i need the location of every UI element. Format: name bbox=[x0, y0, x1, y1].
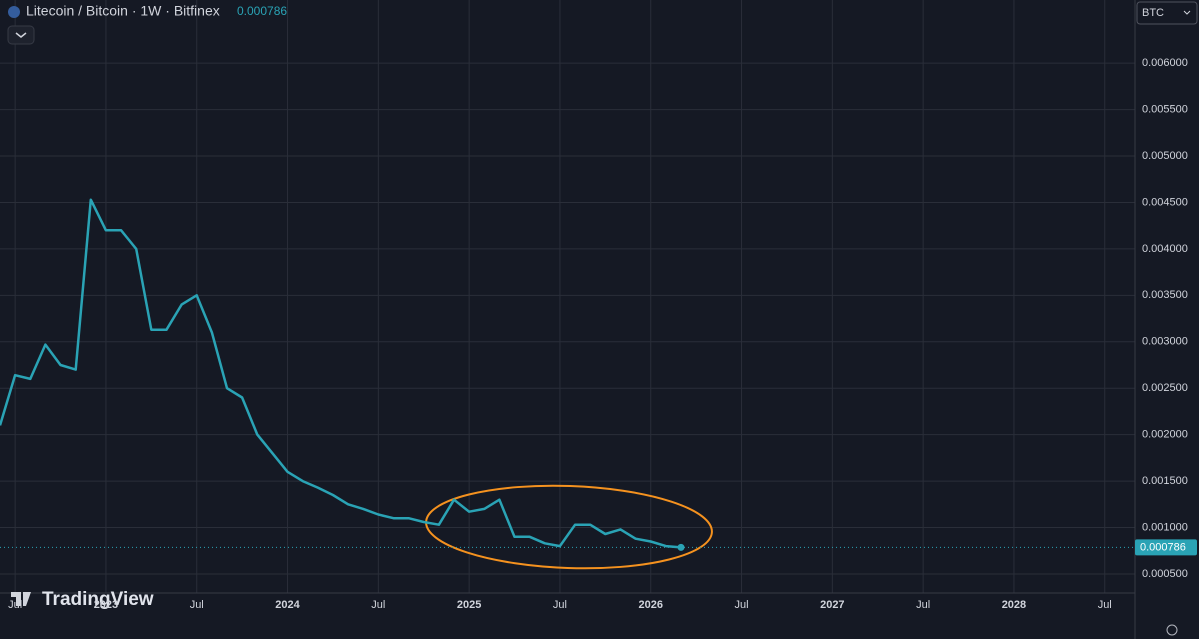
brand-logo bbox=[11, 592, 31, 606]
y-tick-label: 0.005000 bbox=[1142, 150, 1188, 162]
y-tick-label: 0.003000 bbox=[1142, 336, 1188, 348]
y-tick-label: 0.006000 bbox=[1142, 57, 1188, 69]
y-tick-label: 0.002500 bbox=[1142, 382, 1188, 394]
x-tick-label: 2023 bbox=[94, 599, 118, 611]
x-tick-label: 2026 bbox=[638, 599, 662, 611]
currency-select[interactable] bbox=[1136, 1, 1198, 25]
settings-button[interactable] bbox=[1166, 624, 1178, 636]
y-tick-label: 0.002000 bbox=[1142, 429, 1188, 441]
last-price-header: 0.000786 bbox=[237, 4, 287, 18]
chevron bbox=[1183, 10, 1191, 15]
symbol-icon bbox=[8, 6, 20, 18]
y-tick-label: 0.004000 bbox=[1142, 243, 1188, 255]
x-tick-label: Jul bbox=[735, 599, 749, 611]
y-tick-label: 0.004500 bbox=[1142, 196, 1188, 208]
chart-title: Litecoin / Bitcoin · 1W · Bitfinex bbox=[26, 3, 220, 19]
price-line bbox=[0, 198, 682, 549]
collapse-button[interactable] bbox=[7, 25, 35, 45]
x-tick-label: Jul bbox=[553, 599, 567, 611]
x-tick-label: Jul bbox=[8, 599, 22, 611]
y-tick-label: 0.001500 bbox=[1142, 475, 1188, 487]
price-tag bbox=[1135, 539, 1197, 556]
x-tick-label: Jul bbox=[371, 599, 385, 611]
chevron bbox=[15, 32, 27, 38]
x-tick-label: 2028 bbox=[1002, 599, 1026, 611]
x-tick-label: Jul bbox=[916, 599, 930, 611]
x-tick-label: Jul bbox=[1098, 599, 1112, 611]
y-tick-label: 0.005500 bbox=[1142, 103, 1188, 115]
y-tick-label: 0.001000 bbox=[1142, 521, 1188, 533]
y-tick-label: 0.000500 bbox=[1142, 568, 1188, 580]
x-tick-label: Jul bbox=[190, 599, 204, 611]
currency-label: BTC bbox=[1142, 7, 1164, 19]
grid bbox=[0, 0, 1135, 593]
x-tick-label: 2025 bbox=[457, 599, 481, 611]
x-tick-label: 2027 bbox=[820, 599, 844, 611]
plot bbox=[0, 198, 1135, 551]
brand-name: TradingView bbox=[42, 589, 154, 610]
x-tick-label: 2024 bbox=[275, 599, 300, 611]
y-tick-label: 0.003500 bbox=[1142, 289, 1188, 301]
price-tag-label: 0.000786 bbox=[1140, 541, 1186, 553]
